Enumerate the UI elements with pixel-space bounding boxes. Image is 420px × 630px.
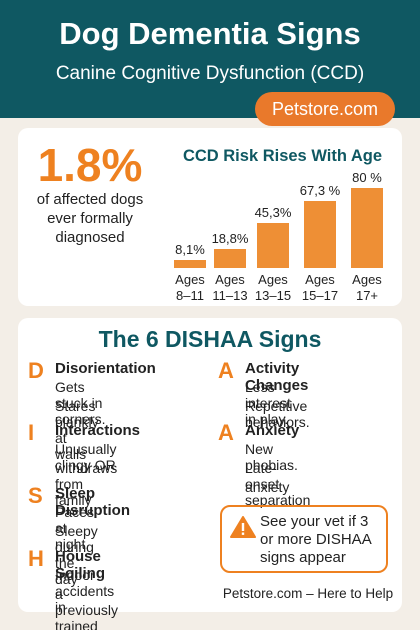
warning-icon xyxy=(230,516,256,538)
x-tick-label: Ages 15–17 xyxy=(301,272,339,303)
x-tick-label: Ages 17+ xyxy=(352,272,382,303)
sign-letter: A xyxy=(218,420,234,445)
bar xyxy=(304,200,336,268)
signs-title: The 6 DISHAA Signs xyxy=(98,326,322,352)
x-tick-label: Ages 13–15 xyxy=(254,272,292,303)
sign-description: Repetitive behaviors. xyxy=(245,398,310,430)
footer: Petstore.com – Here to Help xyxy=(222,586,394,601)
sign-description: a previously trained dog xyxy=(55,586,119,630)
sign-name: Interactions xyxy=(55,422,141,439)
x-tick-label: Ages 11–13 xyxy=(212,272,248,303)
sign-name: Activity Changes xyxy=(245,360,309,394)
sign-description: New phobias. xyxy=(245,441,298,473)
sign-letter: S xyxy=(28,483,43,508)
sign-description: Indoor accidents in xyxy=(55,567,115,615)
value-label: 67,3 % xyxy=(299,182,341,198)
sign-name: Sleep Disruption xyxy=(55,485,130,519)
sign-description: Paces at night. xyxy=(55,504,94,552)
sign-name: Anxiety xyxy=(245,422,300,439)
chart: CCD Risk Rises With Age 8,1% Ages 8–11 18,… xyxy=(170,140,395,305)
bar xyxy=(351,188,383,268)
sign-description: Unusually clingy OR xyxy=(55,441,117,473)
bar xyxy=(257,222,289,268)
sign-letter: H xyxy=(28,546,44,571)
signs-card xyxy=(18,318,402,612)
sign-letter: A xyxy=(218,358,234,383)
value-label: 45,3% xyxy=(254,204,292,220)
sign-description: Stares blankly at walls xyxy=(55,398,99,462)
x-tick-label: Ages 8–11 xyxy=(175,272,205,303)
bar xyxy=(174,259,206,268)
value-label: 8,1% xyxy=(175,241,205,257)
value-label: 80 % xyxy=(352,170,382,185)
chart-title: CCD Risk Rises With Age xyxy=(182,147,383,165)
sign-description: anxiety xyxy=(245,479,290,495)
badge: Petstore.com xyxy=(255,92,395,126)
stat-value: 1.8% xyxy=(37,139,143,191)
sign-description: Late-onset separation xyxy=(245,460,311,508)
warning-box: See your vet if 3 or more DISHAA signs a… xyxy=(220,505,388,573)
bar xyxy=(214,249,246,268)
sign-description: Less interest in play. xyxy=(245,379,291,427)
value-label: 18,8% xyxy=(211,231,249,247)
subtitle: Canine Cognitive Dysfunction (CCD) xyxy=(55,63,365,84)
sign-description: Sleepy during the day xyxy=(55,523,98,587)
sign-description: withdraws from family xyxy=(55,460,118,508)
sign-name: Disorientation xyxy=(55,360,156,377)
warning-text: See your vet if 3 or more DISHAA signs a… xyxy=(260,513,371,566)
sign-letter: D xyxy=(28,358,44,383)
sign-description: Gets stuck in corners. xyxy=(55,379,106,427)
stat-caption: of affected dogs ever formally diagnosed xyxy=(36,191,144,246)
sign-name: House Soiling xyxy=(55,548,105,582)
stat-card xyxy=(18,128,402,306)
title: Dog Dementia Signs xyxy=(59,16,361,51)
sign-letter: I xyxy=(28,420,35,445)
